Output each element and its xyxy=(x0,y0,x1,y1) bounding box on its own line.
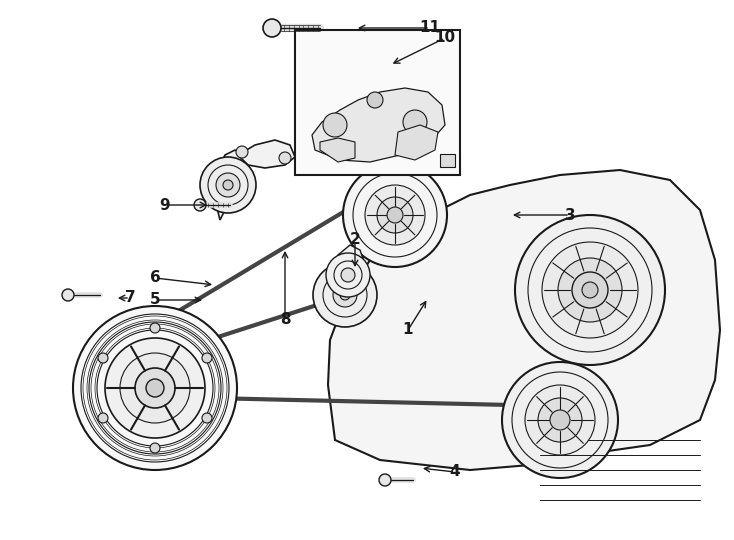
Text: 2: 2 xyxy=(349,233,360,247)
Circle shape xyxy=(105,338,205,438)
Circle shape xyxy=(62,289,74,301)
Circle shape xyxy=(326,253,370,297)
Bar xyxy=(295,30,460,175)
Text: 4: 4 xyxy=(450,464,460,480)
Text: 3: 3 xyxy=(564,207,575,222)
Circle shape xyxy=(120,353,190,423)
Text: 10: 10 xyxy=(435,30,456,45)
Circle shape xyxy=(313,263,377,327)
Circle shape xyxy=(525,385,595,455)
Circle shape xyxy=(341,268,355,282)
Text: 8: 8 xyxy=(280,313,291,327)
Circle shape xyxy=(403,110,427,134)
Bar xyxy=(440,154,455,167)
Circle shape xyxy=(333,283,357,307)
Circle shape xyxy=(343,163,447,267)
Circle shape xyxy=(236,146,248,158)
Circle shape xyxy=(150,443,160,453)
Circle shape xyxy=(502,362,618,478)
Text: 1: 1 xyxy=(403,322,413,338)
Polygon shape xyxy=(335,245,365,295)
Circle shape xyxy=(515,215,665,365)
Circle shape xyxy=(98,353,108,363)
Circle shape xyxy=(216,173,240,197)
Polygon shape xyxy=(320,138,355,162)
Polygon shape xyxy=(312,88,445,162)
Text: 11: 11 xyxy=(420,21,440,36)
Text: 5: 5 xyxy=(150,293,160,307)
Circle shape xyxy=(263,19,281,37)
Polygon shape xyxy=(395,125,438,160)
Circle shape xyxy=(194,199,206,211)
Circle shape xyxy=(202,413,212,423)
Circle shape xyxy=(379,474,391,486)
Circle shape xyxy=(323,113,347,137)
Polygon shape xyxy=(238,140,295,168)
Circle shape xyxy=(146,379,164,397)
Circle shape xyxy=(200,157,256,213)
Circle shape xyxy=(538,398,582,442)
Text: 9: 9 xyxy=(160,198,170,213)
Circle shape xyxy=(367,92,383,108)
Circle shape xyxy=(223,180,233,190)
Circle shape xyxy=(582,282,598,298)
Circle shape xyxy=(202,353,212,363)
Polygon shape xyxy=(328,170,720,470)
Circle shape xyxy=(340,290,350,300)
Circle shape xyxy=(550,410,570,430)
Text: 7: 7 xyxy=(125,291,135,306)
Circle shape xyxy=(365,185,425,245)
Circle shape xyxy=(135,368,175,408)
Circle shape xyxy=(542,242,638,338)
Text: 6: 6 xyxy=(150,271,160,286)
Circle shape xyxy=(73,306,237,470)
Circle shape xyxy=(150,323,160,333)
Circle shape xyxy=(387,207,403,223)
Circle shape xyxy=(558,258,622,322)
Polygon shape xyxy=(215,150,248,220)
Circle shape xyxy=(279,152,291,164)
Circle shape xyxy=(572,272,608,308)
Circle shape xyxy=(377,197,413,233)
Circle shape xyxy=(98,413,108,423)
